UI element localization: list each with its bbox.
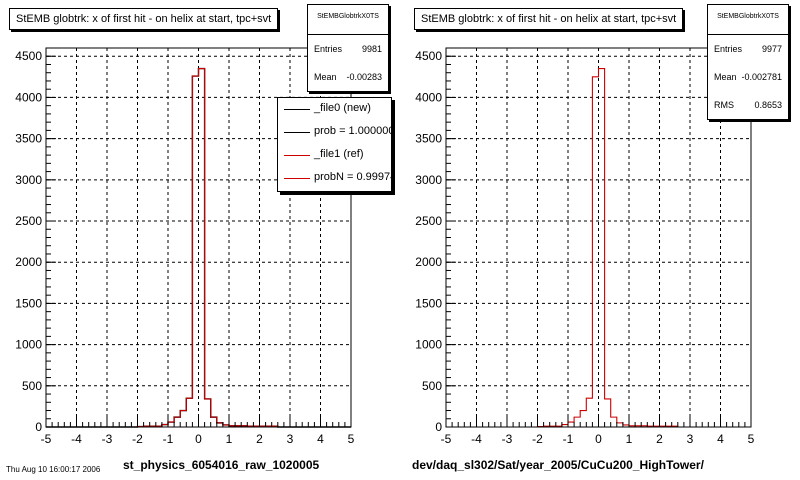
histogram-plot-left: -5 -4 -3 -2 -1 0 1 2 3 4 5 0 500 1000 1500 2000 2500 3000… <box>15 47 355 446</box>
y-tick-label: 500 <box>422 379 442 393</box>
y-tick-label: 0 <box>35 420 42 434</box>
x-tick-label: 3 <box>687 432 694 446</box>
y-tick-label: 2500 <box>415 214 442 228</box>
x-tick-label: -2 <box>532 432 543 446</box>
y-tick-label: 4000 <box>415 90 442 104</box>
chart-title: StEMB globtrk: x of first hit - on helix… <box>9 8 279 30</box>
stats-row-rms: RMS 0.8653 <box>708 91 788 119</box>
y-tick-label: 3500 <box>15 132 42 146</box>
stats-value: -0.00283 <box>346 72 382 82</box>
y-tick-label: 4500 <box>15 49 42 63</box>
legend-label: _file1 (ref) <box>314 148 364 160</box>
y-tick-label: 3500 <box>415 132 442 146</box>
stats-label: RMS <box>714 100 734 110</box>
stats-row-mean: Mean -0.002781 <box>708 63 788 91</box>
x-tick-label: 0 <box>595 432 602 446</box>
x-tick-label: 4 <box>317 432 324 446</box>
x-tick-label: -3 <box>102 432 113 446</box>
x-tick-label: 4 <box>717 432 724 446</box>
legend-entry: _file1 (ref) <box>278 144 391 167</box>
x-tick-label: 3 <box>287 432 294 446</box>
x-tick-label: -1 <box>563 432 574 446</box>
stats-row-entries: Entries 9981 <box>308 35 388 63</box>
y-tick-label: 2000 <box>415 255 442 269</box>
histogram-plot-right: -5 -4 -3 -2 -1 0 1 2 3 4 5 0 500 1000 1500 2000 2500 3000… <box>415 47 755 446</box>
x-tick-label: 2 <box>256 432 263 446</box>
y-tick-label: 2500 <box>15 214 42 228</box>
histogram-panel-left: -5 -4 -3 -2 -1 0 1 2 3 4 5 0 500 1000 1500 2000 2500 3000… <box>9 4 392 472</box>
y-tick-label: 1500 <box>15 296 42 310</box>
legend-swatch <box>284 155 310 156</box>
x-axis-title: st_physics_6054016_raw_1020005 <box>123 458 320 472</box>
chart-title: StEMB globtrk: x of first hit - on helix… <box>414 8 684 30</box>
y-tick-label: 0 <box>435 420 442 434</box>
stats-value: 0.8653 <box>754 100 782 110</box>
x-tick-label: -5 <box>41 432 52 446</box>
stats-row-entries: Entries 9977 <box>708 35 788 63</box>
stats-box: StEMBGlobtrkX0TS Entries 9981 Mean -0.00… <box>307 4 389 92</box>
stats-name: StEMBGlobtrkX0TS <box>708 5 788 35</box>
y-tick-label: 500 <box>22 379 42 393</box>
stats-value: 9981 <box>361 44 382 54</box>
y-tick-label: 3000 <box>415 173 442 187</box>
legend-label: probN = 0.999740 <box>314 171 391 183</box>
legend-entry: probN = 0.999740 <box>278 167 391 190</box>
y-tick-label: 1000 <box>415 338 442 352</box>
x-tick-label: 5 <box>748 432 755 446</box>
legend-swatch <box>284 132 310 133</box>
stats-label: Mean <box>714 72 737 82</box>
y-tick-label: 1000 <box>15 338 42 352</box>
legend-swatch <box>284 109 310 110</box>
histogram-panel-right: -5 -4 -3 -2 -1 0 1 2 3 4 5 0 500 1000 1500 2000 2500 3000… <box>400 0 800 480</box>
x-tick-label: 0 <box>195 432 202 446</box>
x-tick-label: 2 <box>656 432 663 446</box>
x-tick-label: -1 <box>163 432 174 446</box>
y-tick-label: 1500 <box>415 296 442 310</box>
y-tick-label: 2000 <box>15 255 42 269</box>
stats-label: Entries <box>314 44 343 54</box>
x-tick-label: -4 <box>71 432 82 446</box>
stats-value: 9977 <box>761 44 782 54</box>
stats-label: Entries <box>714 44 743 54</box>
x-tick-label: 5 <box>348 432 355 446</box>
y-tick-label: 3000 <box>15 173 42 187</box>
x-tick-label: 1 <box>226 432 233 446</box>
stats-row-mean: Mean -0.00283 <box>308 63 388 91</box>
x-tick-label: -3 <box>502 432 513 446</box>
y-tick-label: 4500 <box>415 49 442 63</box>
x-tick-label: -2 <box>132 432 143 446</box>
x-tick-label: 1 <box>626 432 633 446</box>
y-tick-label: 4000 <box>15 90 42 104</box>
legend-label: _file0 (new) <box>314 102 371 114</box>
x-tick-label: -4 <box>471 432 482 446</box>
x-axis-title: dev/daq_sl302/Sat/year_2005/CuCu200_High… <box>412 458 704 472</box>
legend-label: prob = 1.000000 <box>314 125 392 137</box>
stats-box: StEMBGlobtrkX0TS Entries 9977 Mean -0.00… <box>707 4 789 120</box>
legend-entry: prob = 1.000000 <box>278 121 391 144</box>
legend-swatch <box>284 178 310 179</box>
footer-timestamp: Thu Aug 10 16:00:17 2006 <box>6 465 101 474</box>
x-tick-label: -5 <box>441 432 452 446</box>
legend-entry: _file0 (new) <box>278 98 391 121</box>
stats-value: -0.002781 <box>741 72 782 82</box>
stats-label: Mean <box>314 72 337 82</box>
legend: _file0 (new) prob = 1.000000 _file1 (ref… <box>277 97 392 192</box>
stats-name: StEMBGlobtrkX0TS <box>308 5 388 35</box>
